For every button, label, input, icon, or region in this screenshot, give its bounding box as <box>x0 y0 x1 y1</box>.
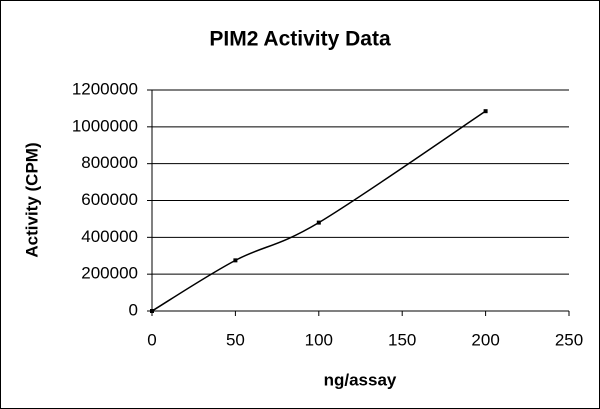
y-tick-label: 1000000 <box>72 116 138 135</box>
data-point <box>316 220 321 225</box>
x-tick-label: 150 <box>388 330 416 349</box>
y-tick-label: 0 <box>129 300 138 319</box>
y-tick-label: 1200000 <box>72 79 138 98</box>
y-tick-label: 400000 <box>81 227 138 246</box>
y-tick-label: 600000 <box>81 190 138 209</box>
x-tick-label: 200 <box>471 330 499 349</box>
data-point <box>150 309 154 313</box>
x-tick-label: 50 <box>226 330 245 349</box>
x-tick-label: 0 <box>147 330 156 349</box>
x-tick-label: 100 <box>305 330 333 349</box>
y-tick-label: 800000 <box>81 153 138 172</box>
chart-title: PIM2 Activity Data <box>209 28 391 51</box>
data-point <box>483 109 488 114</box>
x-tick-label: 250 <box>555 330 583 349</box>
x-axis-label: ng/assay <box>324 370 397 389</box>
y-tick-label: 200000 <box>81 264 138 283</box>
data-point <box>233 258 238 263</box>
data-line <box>151 110 487 312</box>
y-axis-label: Activity (CPM) <box>22 142 41 257</box>
